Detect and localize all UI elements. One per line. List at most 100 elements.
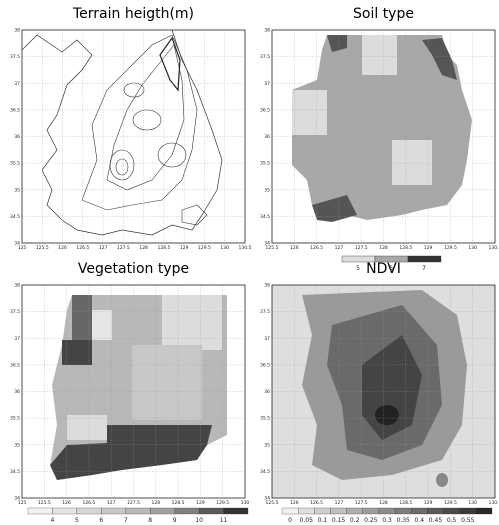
colorbar-label: 4 [51,517,55,524]
x-tick-label: 126 [290,245,299,251]
y-tick-label: 35 [264,187,270,193]
colorbar-label: 7 [124,517,128,524]
x-tick-label: 125 [18,500,27,506]
y-tick-label: 35.5 [260,161,270,167]
y-tick-label: 37.5 [10,54,20,60]
x-tick-label: 126.5 [310,245,323,251]
colorbar-cell [347,508,363,514]
y-tick-label: 35.5 [10,161,20,167]
x-tick-label: 126.5 [82,500,95,506]
x-tick-label: 129.5 [198,245,211,251]
colorbar-cell [199,508,223,514]
panel-title: Vegetation type [78,261,189,277]
y-tick-label: 38 [14,283,20,289]
x-tick-label: 125 [18,245,27,251]
y-tick-label: 37 [14,81,20,87]
colorbar-cell [444,508,460,514]
x-tick-label: 128 [139,245,148,251]
y-tick-label: 37 [264,81,270,87]
colorbar-label: 0.55 [461,517,475,524]
panel-title: Terrain heigth(m) [72,6,194,22]
colorbar-label: 11 [220,517,228,524]
y-tick-label: 34.5 [260,469,270,475]
colorbar-label: 5 [75,517,79,524]
y-tick-label: 36.5 [10,107,20,113]
x-tick-label: 129.5 [444,245,457,251]
x-tick-label: 128.5 [399,245,412,251]
x-tick-label: 129.5 [216,500,229,506]
x-tick-label: 130 [468,500,477,506]
colorbar-cell [379,508,395,514]
x-tick-label: 130.5 [489,500,499,506]
x-tick-label: 126.5 [76,245,89,251]
y-tick-label: 37.5 [10,309,20,315]
x-tick-label: 130.5 [489,245,499,251]
colorbar-cell [460,508,476,514]
colorbar-cell [314,508,330,514]
x-tick-label: 130.5 [239,245,252,251]
colorbar-label: 0.4 [415,517,425,524]
x-tick-label: 127 [335,500,344,506]
x-tick-label: 129 [196,500,205,506]
x-tick-label: 128 [379,500,388,506]
colorbar-label: 8 [148,517,152,524]
x-tick-label: 128 [379,245,388,251]
y-tick-label: 35.5 [10,416,20,422]
y-tick-label: 37.5 [260,309,270,315]
x-tick-label: 127.5 [127,500,140,506]
y-tick-label: 36 [264,134,270,140]
x-tick-label: 128 [152,500,161,506]
colorbar-label: 0.15 [332,517,346,524]
x-tick-label: 125.5 [266,245,279,251]
x-tick-label: 126 [58,245,67,251]
colorbar-label: 10 [195,517,203,524]
colorbar-cell [476,508,492,514]
x-tick-label: 127 [99,245,108,251]
colorbar-cell [52,508,76,514]
colorbar-label: 0.25 [364,517,378,524]
soil-map [292,35,472,222]
colorbar-cell [363,508,379,514]
colorbar-cell [298,508,314,514]
x-tick-label: 128.5 [399,500,412,506]
colorbar-label: 0.1 [318,517,328,524]
terrain-map [22,30,222,235]
colorbar-cell [175,508,199,514]
x-tick-label: 127.5 [355,500,368,506]
colorbar-label: 0.35 [396,517,410,524]
x-tick-label: 130 [468,245,477,251]
colorbar-label: 6 [389,265,393,272]
x-tick-label: 126 [62,500,71,506]
x-tick-label: 128.5 [172,500,185,506]
x-tick-label: 127 [107,500,116,506]
x-tick-label: 130 [220,245,229,251]
y-tick-label: 36 [14,134,20,140]
panel-title: NDVI [366,261,401,277]
x-tick-label: 125.5 [266,500,279,506]
y-tick-label: 35.5 [260,416,270,422]
colorbar-cell [395,508,411,514]
y-tick-label: 34.5 [10,469,20,475]
y-tick-label: 34.5 [260,214,270,220]
colorbar-label: 0.45 [429,517,443,524]
colorbar-label: 6 [99,517,103,524]
y-tick-label: 35 [14,187,20,193]
x-tick-label: 126.5 [310,500,323,506]
y-tick-label: 37 [264,336,270,342]
y-tick-label: 36 [264,389,270,395]
colorbar-label: 0.05 [300,517,314,524]
x-tick-label: 127 [335,245,344,251]
y-tick-label: 35 [14,442,20,448]
colorbar-label: 0.3 [382,517,392,524]
x-tick-label: 125.5 [38,500,51,506]
y-tick-label: 37.5 [260,54,270,60]
y-tick-label: 36 [14,389,20,395]
y-tick-label: 36.5 [10,362,20,368]
colorbar-cell [427,508,443,514]
panel-title: Soil type [353,6,414,22]
colorbar-label: 0.5 [447,517,457,524]
colorbar-cell [77,508,101,514]
y-tick-label: 36.5 [260,362,270,368]
colorbar-cell [101,508,125,514]
colorbar-label: 0 [288,517,292,524]
